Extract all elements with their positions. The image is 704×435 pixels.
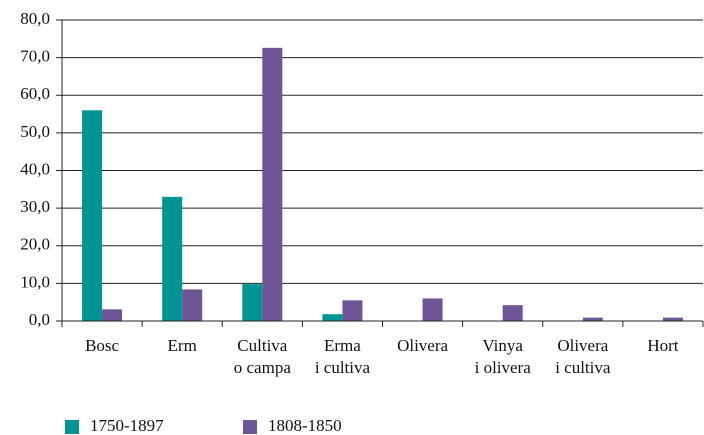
y-tick-label: 80,0 — [20, 9, 50, 28]
x-tick-label: o campa — [234, 358, 292, 377]
y-tick-label: 50,0 — [20, 122, 50, 141]
x-tick-label: Erma — [324, 336, 361, 355]
x-tick-label: Cultiva — [237, 336, 288, 355]
bar — [342, 300, 363, 321]
y-tick-label: 70,0 — [20, 47, 50, 66]
bar — [102, 309, 123, 321]
y-tick-label: 30,0 — [20, 197, 50, 216]
y-tick-label: 10,0 — [20, 272, 50, 291]
y-tick-label: 60,0 — [20, 84, 50, 103]
y-tick-label: 0,0 — [29, 310, 50, 329]
x-tick-label: Bosc — [85, 336, 119, 355]
x-tick-label: i cultiva — [555, 358, 611, 377]
x-tick-label: Vinya — [482, 336, 523, 355]
bar — [662, 317, 683, 321]
bar — [242, 284, 263, 321]
x-tick-label: Olivera — [397, 336, 448, 355]
bar — [182, 289, 203, 321]
bar — [322, 314, 343, 321]
x-tick-label: Erm — [168, 336, 197, 355]
x-tick-label: i olivera — [475, 358, 532, 377]
x-tick-label: Hort — [647, 336, 678, 355]
bar — [262, 47, 283, 321]
bar — [502, 305, 523, 321]
x-tick-label: Olivera — [557, 336, 608, 355]
bar — [162, 196, 183, 321]
legend-label: 1808-1850 — [268, 416, 342, 435]
x-tick-label: i cultiva — [315, 358, 371, 377]
bar — [422, 298, 443, 321]
bar — [82, 110, 103, 321]
legend-swatch — [243, 420, 257, 434]
y-tick-label: 20,0 — [20, 235, 50, 254]
y-tick-label: 40,0 — [20, 159, 50, 178]
bar — [582, 317, 603, 321]
legend-label: 1750-1897 — [90, 416, 164, 435]
legend-swatch — [65, 420, 79, 434]
